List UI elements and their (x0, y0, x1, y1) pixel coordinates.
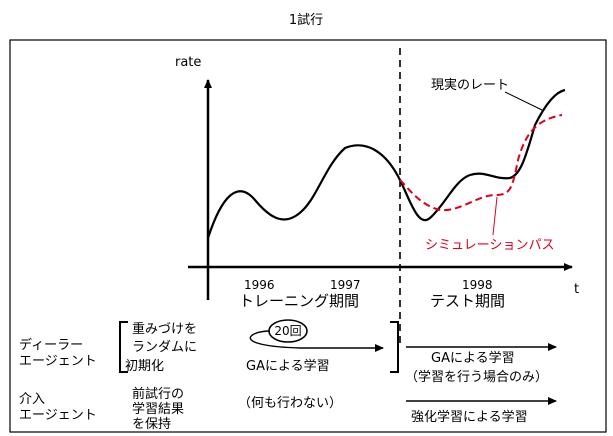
dealer-init-line1: 重みづけを (132, 321, 197, 337)
dealer-init-line2: ランダムに (132, 340, 197, 355)
dealer-left-bracket (119, 321, 128, 373)
year-label-1997: 1997 (330, 278, 361, 292)
intervention-prev-line1: 前試行の (132, 386, 184, 402)
outer-frame (9, 39, 607, 433)
year-label-1998: 1998 (462, 278, 493, 292)
intervention-prev-line3: を保持 (132, 417, 171, 432)
test-period-label: テスト期間 (430, 292, 505, 310)
intervention-agent-label-line1: 介入 (19, 392, 45, 407)
legend-real-rate: 現実のレート (431, 77, 509, 93)
year-label-1996: 1996 (244, 278, 275, 292)
dealer-test-action-line1: GAによる学習 (431, 350, 515, 366)
diagram-title: 1試行 (289, 12, 323, 28)
dealer-training-action: GAによる学習 (246, 358, 330, 374)
simulation-path-curve (399, 114, 563, 212)
intervention-test-action: 強化学習による学習 (411, 409, 528, 425)
intervention-training-action: （何も行わない） (238, 395, 342, 411)
training-period-label: トレーニング期間 (239, 292, 359, 310)
dealer-agent-label-line1: ディーラー (19, 337, 83, 353)
legend-real-leader (504, 91, 543, 111)
dealer-agent-label-line2: エージェント (19, 354, 97, 369)
intervention-agent-label-line2: エージェント (19, 408, 97, 423)
y-axis-label: rate (175, 55, 201, 70)
training-loop-arrow (249, 330, 384, 352)
repeat-count-text: 20回 (274, 324, 301, 338)
dealer-right-bracket (390, 321, 399, 373)
legend-sim-path: シミュレーションパス (425, 238, 554, 253)
dealer-init-line3: 初期化 (125, 359, 164, 374)
x-axis-label: t (574, 282, 579, 297)
intervention-prev-line2: 学習結果 (132, 401, 184, 417)
real-rate-curve (206, 88, 566, 239)
dealer-test-action-line2: （学習を行う場合のみ） (405, 369, 548, 385)
legend-sim-leader (492, 196, 498, 236)
